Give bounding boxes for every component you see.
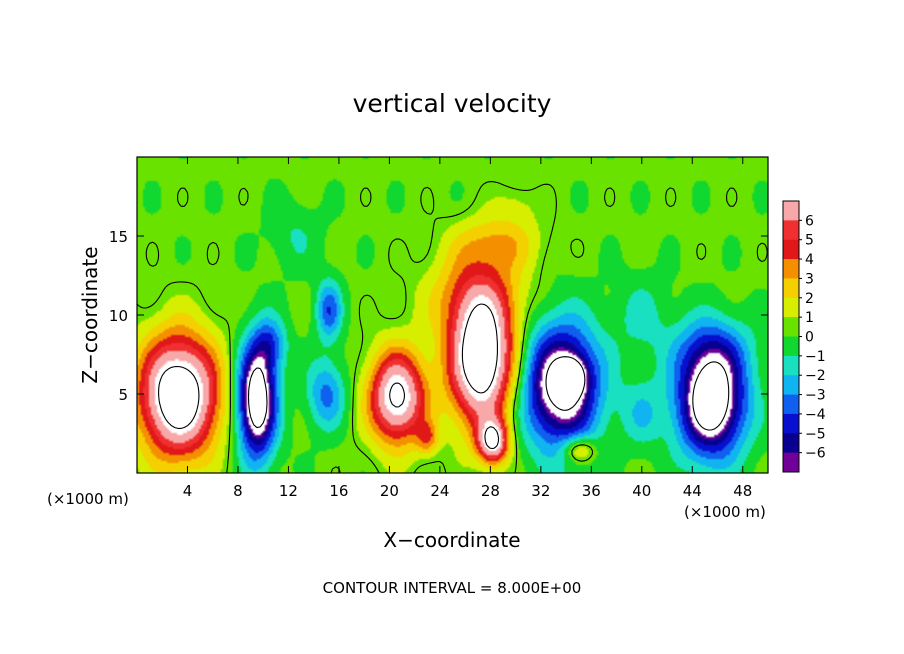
x-tick-label: 48 <box>733 482 752 500</box>
colorbar-swatch <box>783 220 799 241</box>
colorbar-swatch <box>783 336 799 357</box>
x-tick-label: 12 <box>279 482 298 500</box>
x-tick-label: 4 <box>183 482 193 500</box>
contour-positive <box>158 303 500 450</box>
x-tick-label: 44 <box>683 482 702 500</box>
colorbar-label: 3 <box>805 271 814 287</box>
colorbar-swatch <box>783 201 799 221</box>
contour-negative <box>247 356 730 431</box>
colorbar-label: −2 <box>805 368 826 384</box>
colorbar-label: 0 <box>805 330 814 346</box>
colorbar-label: −6 <box>805 446 826 462</box>
y-axis-label: Z−coordinate <box>78 246 102 383</box>
colorbar: 6 5 4 3 2 1 0 −1 −2 −3 −4 −5 −6 <box>782 200 826 473</box>
x-tick-label: 36 <box>582 482 601 500</box>
x-axis-ticks: 4 8 12 16 20 24 28 32 36 40 44 48 <box>183 157 752 500</box>
colorbar-swatch <box>783 239 799 260</box>
contour-interval-note: CONTOUR INTERVAL = 8.000E+00 <box>323 579 582 597</box>
colorbar-label: 6 <box>805 213 814 229</box>
colorbar-label: 2 <box>805 291 814 307</box>
x-tick-label: 28 <box>481 482 500 500</box>
colorbar-label: −4 <box>805 407 826 423</box>
contour-lines <box>136 181 768 474</box>
y-tick-label: 15 <box>109 228 128 246</box>
colorbar-swatch <box>783 259 799 279</box>
colorbar-label: 4 <box>805 252 814 268</box>
contour-zero <box>136 181 768 474</box>
x-tick-label: 20 <box>380 482 399 500</box>
colorbar-swatch <box>783 394 799 415</box>
colorbar-swatch <box>783 413 799 434</box>
x-axis-label: X−coordinate <box>383 528 520 552</box>
chart-title: vertical velocity <box>353 89 552 118</box>
x-unit-left: (×1000 m) <box>47 490 129 508</box>
colorbar-swatch <box>783 317 799 337</box>
y-tick-label: 5 <box>118 386 128 404</box>
plot-area <box>136 156 769 474</box>
heatmap-image <box>137 157 768 473</box>
colorbar-swatch <box>783 278 799 299</box>
colorbar-swatch <box>783 433 799 454</box>
y-axis-ticks: 5 10 15 <box>109 228 768 404</box>
x-unit-right: (×1000 m) <box>684 503 766 521</box>
colorbar-label: −1 <box>805 349 826 365</box>
colorbar-swatch <box>783 355 799 376</box>
x-tick-label: 8 <box>233 482 243 500</box>
colorbar-label: −3 <box>805 388 826 404</box>
colorbar-label: 5 <box>805 233 814 249</box>
colorbar-label: 1 <box>805 310 814 326</box>
x-tick-label: 32 <box>531 482 550 500</box>
y-tick-label: 10 <box>109 307 128 325</box>
colorbar-label: −5 <box>805 426 826 442</box>
colorbar-swatch <box>783 452 799 473</box>
colorbar-swatch <box>783 375 799 396</box>
x-tick-label: 16 <box>329 482 348 500</box>
x-tick-label: 40 <box>632 482 651 500</box>
colorbar-swatch <box>783 297 799 318</box>
x-tick-label: 24 <box>430 482 449 500</box>
